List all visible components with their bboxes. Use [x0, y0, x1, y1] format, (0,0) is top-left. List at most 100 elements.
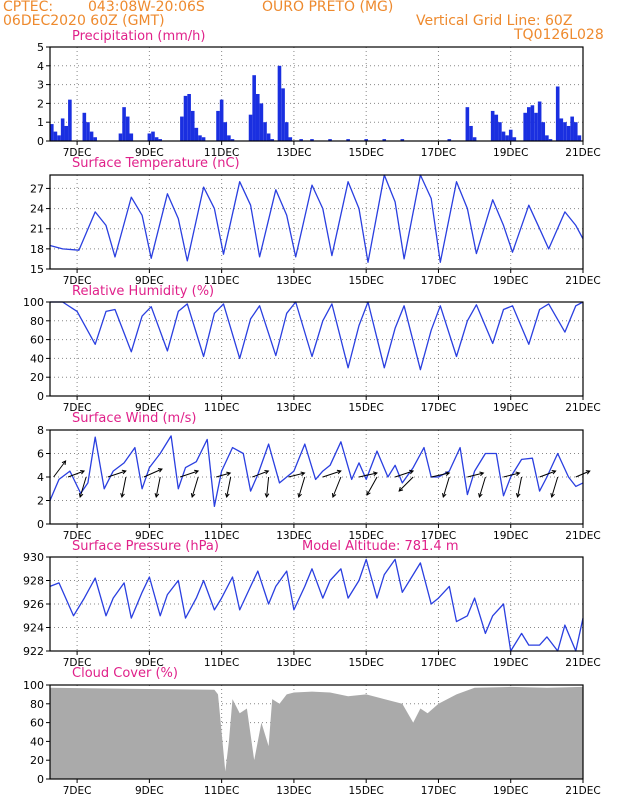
y-tick-label: 20 [30, 371, 44, 384]
precip-bar [147, 133, 152, 141]
x-tick-label: 19DEC [493, 402, 528, 414]
wind-arrow [107, 470, 126, 478]
panel-frame [49, 556, 584, 652]
y-tick-label: 0 [37, 773, 44, 786]
x-tick-label: 21DEC [565, 530, 600, 542]
precip-bar [183, 95, 188, 141]
wind-arrow-head [300, 471, 306, 477]
wind-arrow [539, 470, 556, 478]
wind-arrow [179, 470, 199, 478]
x-tick-label: 15DEC [348, 147, 383, 159]
y-tick-label: 40 [30, 735, 44, 748]
y-tick-label: 3 [37, 79, 44, 92]
wind-arrow-head [157, 468, 163, 473]
y-tick-label: 60 [30, 334, 44, 347]
precip-bar [508, 129, 513, 141]
wind-arrow-head [80, 469, 86, 475]
model-altitude-label: Model Altitude: 781.4 m [302, 539, 459, 554]
precip-bar [255, 94, 260, 141]
wind-arrow [467, 472, 484, 478]
precip-bar [248, 114, 253, 141]
x-tick-label: 19DEC [493, 657, 528, 669]
x-tick-label: 21DEC [565, 402, 600, 414]
wind-arrow [155, 476, 161, 498]
wind-arrow [478, 476, 486, 498]
precip-bar [194, 127, 199, 141]
y-tick-label: 0 [37, 390, 44, 403]
x-tick-label: 13DEC [276, 147, 311, 159]
wind-arrow [79, 476, 87, 498]
precip-bar [555, 86, 560, 141]
panel-title-wind: Surface Wind (m/s) [72, 411, 197, 426]
wind-arrow-head [190, 492, 196, 498]
y-tick-label: 80 [30, 698, 44, 711]
precip-bar [566, 125, 571, 141]
x-tick-label: 19DEC [493, 147, 528, 159]
x-tick-label: 21DEC [565, 785, 600, 797]
wind-arrow [288, 472, 305, 478]
wind-arrow-head [120, 493, 125, 499]
header-location: OURO PRETO (MG) [262, 0, 394, 15]
precip-bar [541, 122, 546, 141]
wind-arrow-head [264, 469, 270, 475]
wind-arrow [332, 476, 342, 498]
precip-bar [125, 116, 130, 141]
panel-frame [49, 46, 584, 142]
series-line [49, 558, 584, 652]
wind-arrow [216, 472, 231, 478]
precip-bar [259, 103, 264, 141]
precip-bar [154, 137, 159, 141]
x-tick-label: 11DEC [204, 657, 239, 669]
wind-arrow [121, 476, 127, 498]
wind-arrow [366, 476, 378, 496]
precip-bar [447, 139, 452, 141]
header-grid-note: Vertical Grid Line: 60Z [416, 13, 573, 29]
x-tick-label: 17DEC [421, 275, 456, 287]
panel-title-cloud-cover: Cloud Cover (%) [72, 666, 178, 681]
wind-arrow-head [78, 492, 84, 498]
wind-arrow-head [297, 492, 302, 498]
wind-arrow [398, 476, 414, 492]
wind-arrow [53, 460, 67, 478]
precip-bar [328, 139, 332, 141]
x-tick-label: 11DEC [204, 785, 239, 797]
x-tick-label: 15DEC [348, 785, 383, 797]
wind-arrow [503, 472, 520, 478]
wind-arrow [67, 470, 85, 478]
x-tick-label: 19DEC [493, 785, 528, 797]
precip-bar [129, 133, 134, 141]
y-tick-label: 924 [23, 622, 44, 635]
precip-bar [86, 122, 90, 141]
precip-bar [570, 116, 574, 141]
wind-arrow [394, 470, 414, 478]
panel-frame [49, 684, 584, 780]
x-tick-label: 7DEC [63, 402, 92, 414]
precip-bar [548, 139, 553, 141]
y-tick-label: 6 [37, 448, 44, 461]
y-tick-label: 60 [30, 717, 44, 730]
precip-bar [545, 135, 549, 141]
wind-arrow-head [154, 493, 160, 499]
precip-bar [50, 124, 54, 141]
precip-bar [277, 65, 282, 141]
panel-title-pressure: Surface Pressure (hPa) [72, 539, 219, 554]
precip-bar [501, 131, 506, 141]
precip-bar [263, 122, 267, 141]
y-tick-label: 926 [23, 598, 44, 611]
wind-arrow [322, 470, 341, 478]
x-tick-label: 11DEC [204, 402, 239, 414]
x-tick-label: 15DEC [348, 657, 383, 669]
precip-bar [465, 107, 470, 141]
y-tick-label: 2 [37, 495, 44, 508]
panel-title-humidity: Relative Humidity (%) [72, 284, 215, 299]
precip-bar [270, 139, 275, 141]
precip-bar [498, 122, 502, 141]
precip-bar [512, 137, 517, 141]
wind-arrow-head [366, 490, 371, 496]
x-tick-label: 7DEC [63, 785, 92, 797]
x-tick-label: 7DEC [63, 657, 92, 669]
wind-arrow [226, 476, 232, 498]
precip-bar [284, 122, 289, 141]
y-tick-label: 100 [23, 679, 44, 692]
precip-bar [252, 75, 256, 141]
